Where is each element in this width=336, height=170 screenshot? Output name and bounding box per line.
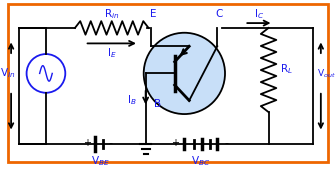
Text: B: B: [154, 99, 161, 109]
Text: +: +: [83, 138, 91, 148]
Text: I$_C$: I$_C$: [254, 7, 264, 21]
Text: R$_{in}$: R$_{in}$: [104, 7, 120, 21]
Text: C: C: [215, 9, 223, 19]
Text: V$_{in}$: V$_{in}$: [0, 66, 15, 80]
Text: E: E: [150, 9, 157, 19]
Text: I$_B$: I$_B$: [127, 94, 137, 107]
Text: I$_E$: I$_E$: [107, 46, 117, 60]
Text: -: -: [225, 138, 229, 148]
Text: V$_{BC}$: V$_{BC}$: [191, 155, 210, 168]
Text: R$_L$: R$_L$: [280, 63, 292, 76]
Text: +: +: [171, 138, 179, 148]
Text: V$_{BE}$: V$_{BE}$: [91, 155, 110, 168]
Text: -: -: [108, 138, 112, 148]
Text: V$_{out}$: V$_{out}$: [317, 67, 336, 80]
Circle shape: [144, 33, 225, 114]
